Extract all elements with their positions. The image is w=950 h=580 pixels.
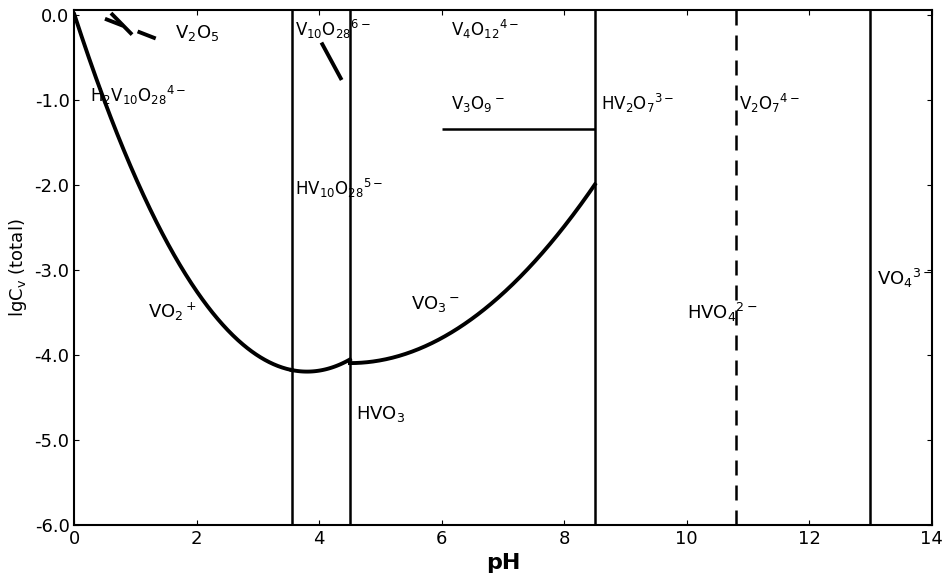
Y-axis label: lgC$_\mathregular{v}$ (total): lgC$_\mathregular{v}$ (total) [7,218,28,317]
Text: V$_3$O$_9$$^-$: V$_3$O$_9$$^-$ [451,94,504,114]
Text: VO$_4$$^{3-}$: VO$_4$$^{3-}$ [877,267,934,289]
Text: V$_2$O$_7$$^{4-}$: V$_2$O$_7$$^{4-}$ [739,92,800,115]
Text: V$_4$O$_{12}$$^{4-}$: V$_4$O$_{12}$$^{4-}$ [451,17,520,41]
Text: VO$_3$$^-$: VO$_3$$^-$ [411,293,460,314]
X-axis label: pH: pH [485,553,521,573]
Text: HVO$_4$$^{2-}$: HVO$_4$$^{2-}$ [687,300,757,324]
Text: HV$_{10}$O$_{28}$$^{5-}$: HV$_{10}$O$_{28}$$^{5-}$ [294,177,383,200]
Text: V$_{10}$O$_{28}$$^{6-}$: V$_{10}$O$_{28}$$^{6-}$ [294,17,370,41]
Text: V$_2$O$_5$: V$_2$O$_5$ [176,23,219,43]
Text: HV$_2$O$_7$$^{3-}$: HV$_2$O$_7$$^{3-}$ [601,92,674,115]
Text: H$_2$V$_{10}$O$_{28}$$^{4-}$: H$_2$V$_{10}$O$_{28}$$^{4-}$ [89,84,186,107]
Text: HVO$_3$: HVO$_3$ [356,404,406,424]
Text: VO$_2$$^+$: VO$_2$$^+$ [148,301,197,323]
